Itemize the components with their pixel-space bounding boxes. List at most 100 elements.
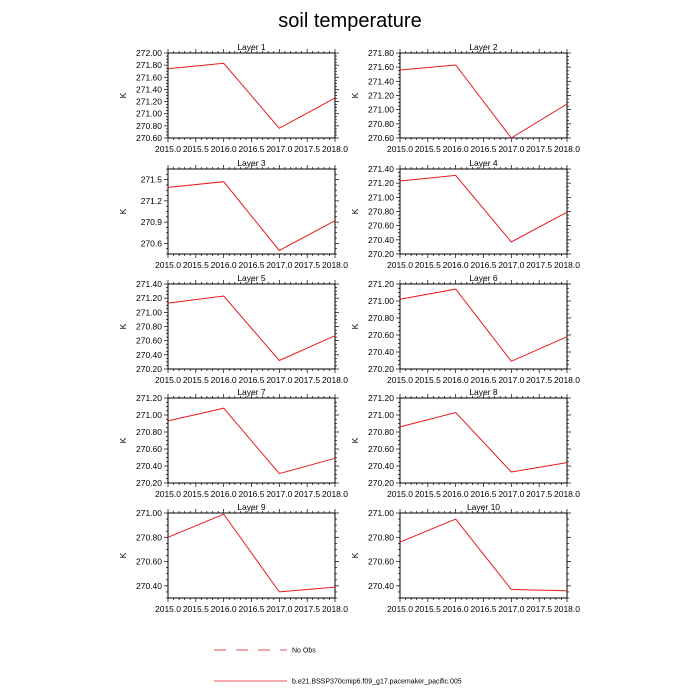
x-tick-label: 2015.5 [415, 489, 441, 499]
x-tick-label: 2018.0 [322, 604, 348, 614]
x-tick-label: 2017.5 [294, 375, 320, 385]
x-tick-label: 2016.0 [211, 260, 237, 270]
x-tick-label: 2017.0 [498, 604, 524, 614]
x-tick-label: 2015.5 [183, 375, 209, 385]
x-tick-label: 2017.0 [266, 144, 292, 154]
y-tick-label: 270.20 [136, 478, 162, 488]
y-tick-label: 270.60 [368, 221, 394, 231]
y-axis-label: K [118, 437, 128, 443]
y-tick-label: 271.00 [368, 192, 394, 202]
y-tick-label: 270.40 [368, 235, 394, 245]
y-tick-label: 270.40 [136, 461, 162, 471]
y-tick-label: 271.20 [136, 97, 162, 107]
panel-title: Layer 6 [469, 273, 498, 283]
x-tick-label: 2018.0 [554, 489, 580, 499]
y-tick-label: 270.60 [368, 557, 394, 567]
panel-title: Layer 5 [237, 273, 266, 283]
x-tick-label: 2018.0 [322, 260, 348, 270]
y-tick-label: 271.00 [368, 296, 394, 306]
x-tick-label: 2017.0 [498, 260, 524, 270]
y-tick-label: 270.60 [368, 330, 394, 340]
y-tick-label: 270.60 [136, 444, 162, 454]
y-tick-label: 271.2 [141, 196, 163, 206]
series-line [399, 174, 568, 243]
x-tick-label: 2016.0 [211, 375, 237, 385]
x-tick-label: 2016.5 [471, 375, 497, 385]
y-axis-label: K [118, 552, 128, 558]
plot-frame [399, 397, 568, 484]
x-tick-label: 2016.5 [471, 260, 497, 270]
x-tick-label: 2018.0 [554, 260, 580, 270]
y-tick-label: 271.40 [136, 279, 162, 289]
x-tick-label: 2018.0 [322, 489, 348, 499]
panel-title: Layer 7 [237, 387, 266, 397]
x-tick-label: 2016.5 [471, 604, 497, 614]
y-axis-label: K [118, 208, 128, 214]
y-tick-label: 271.20 [368, 393, 394, 403]
y-tick-label: 270.9 [141, 217, 163, 227]
x-tick-label: 2016.5 [471, 489, 497, 499]
series-line [167, 295, 336, 362]
panel-title: Layer 1 [237, 42, 266, 52]
y-tick-label: 272.00 [136, 48, 162, 58]
x-tick-label: 2015.0 [387, 375, 413, 385]
y-tick-label: 271.40 [368, 164, 394, 174]
panel-title: Layer 10 [467, 502, 500, 512]
plot-frame [399, 512, 568, 599]
x-tick-label: 2017.0 [498, 144, 524, 154]
x-tick-label: 2016.0 [211, 144, 237, 154]
x-tick-label: 2016.0 [443, 604, 469, 614]
x-tick-label: 2016.0 [211, 489, 237, 499]
y-tick-label: 270.80 [136, 427, 162, 437]
y-axis-label: K [350, 437, 360, 443]
y-tick-label: 270.20 [368, 249, 394, 259]
x-tick-label: 2016.0 [443, 260, 469, 270]
panel-title: Layer 2 [469, 42, 498, 52]
y-axis-label: K [118, 323, 128, 329]
y-tick-label: 270.80 [368, 313, 394, 323]
y-tick-label: 270.80 [136, 121, 162, 131]
x-tick-label: 2015.0 [155, 604, 181, 614]
x-tick-label: 2017.0 [266, 489, 292, 499]
y-tick-label: 271.80 [368, 48, 394, 58]
x-tick-label: 2017.0 [266, 604, 292, 614]
y-tick-label: 270.60 [368, 444, 394, 454]
y-axis-label: K [350, 208, 360, 214]
y-axis-label: K [350, 92, 360, 98]
series-line [167, 407, 336, 475]
y-tick-label: 270.80 [368, 207, 394, 217]
x-tick-label: 2016.5 [239, 604, 265, 614]
x-tick-label: 2016.5 [239, 260, 265, 270]
y-tick-label: 270.20 [368, 478, 394, 488]
x-tick-label: 2015.0 [387, 489, 413, 499]
y-tick-label: 271.60 [368, 62, 394, 72]
y-tick-label: 271.40 [136, 84, 162, 94]
y-tick-label: 270.40 [368, 461, 394, 471]
x-tick-label: 2017.5 [526, 489, 552, 499]
panel-title: Layer 8 [469, 387, 498, 397]
y-tick-label: 271.5 [141, 175, 163, 185]
legend-label-model: b.e21.BSSP370cmip6.f09_g17.pacemaker_pac… [292, 679, 462, 686]
y-tick-label: 271.00 [136, 508, 162, 518]
plot-frame [167, 283, 336, 370]
x-tick-label: 2016.5 [239, 375, 265, 385]
x-tick-label: 2017.5 [294, 144, 320, 154]
panel-title: Layer 9 [237, 502, 266, 512]
x-tick-label: 2017.0 [498, 489, 524, 499]
x-tick-label: 2018.0 [554, 375, 580, 385]
y-tick-label: 270.40 [368, 581, 394, 591]
x-tick-label: 2015.5 [183, 260, 209, 270]
x-tick-label: 2018.0 [322, 144, 348, 154]
x-tick-label: 2015.0 [155, 375, 181, 385]
series-line [167, 62, 336, 129]
x-tick-label: 2016.0 [443, 489, 469, 499]
legend: No Obs b.e21.BSSP370cmip6.f09_g17.pacemak… [214, 648, 462, 686]
y-tick-label: 270.80 [136, 322, 162, 332]
y-tick-label: 271.00 [136, 410, 162, 420]
x-tick-label: 2016.5 [239, 144, 265, 154]
